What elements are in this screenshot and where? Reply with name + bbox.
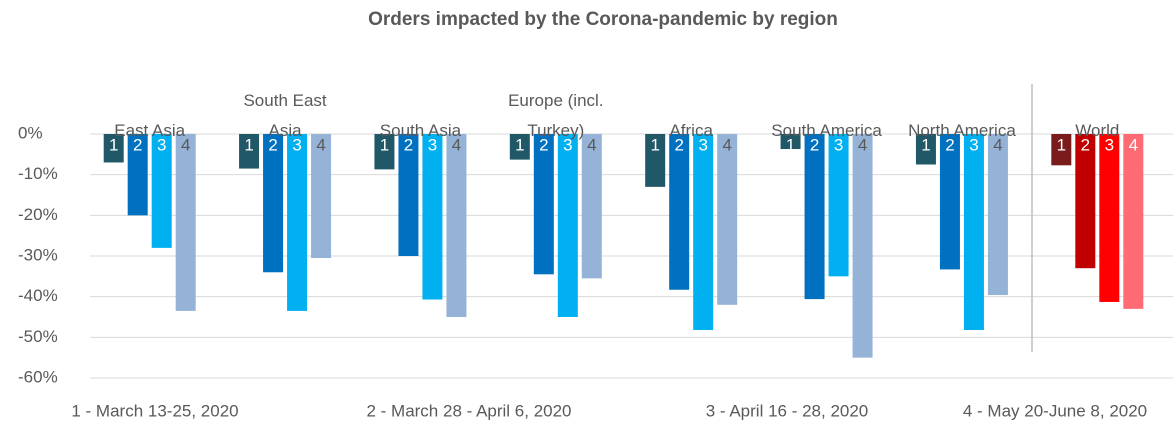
bar [1099,134,1120,302]
bar [446,134,467,317]
bar-label: 2 [404,135,413,154]
bar-label: 3 [428,135,437,154]
bar [398,134,419,256]
bar-label: 3 [834,135,843,154]
bar-label: 2 [945,135,954,154]
bar [1075,134,1096,269]
category-label: South America [771,121,882,140]
bar-label: 1 [380,135,389,154]
y-tick-label: -30% [18,245,58,264]
bar-label: 2 [268,135,277,154]
category-label: North America [908,121,1016,140]
bar-label: 2 [1081,135,1090,154]
bar [374,134,395,170]
category-label: Africa [669,121,713,140]
category-label: East Asia [114,121,186,140]
bar-label: 3 [1105,135,1114,154]
bar [239,134,260,169]
bar [175,134,196,311]
bar-label: 4 [452,135,461,154]
bar-label: 2 [133,135,142,154]
bar-label: 1 [515,135,524,154]
bar-label: 3 [698,135,707,154]
bar-label: 2 [539,135,548,154]
category-label: Europe (incl. Turkey) [508,91,604,140]
bar [963,134,984,331]
bar [717,134,738,305]
bar [804,134,825,300]
bar [263,134,284,273]
bar-label: 1 [109,135,118,154]
y-tick-label: -50% [18,327,58,346]
bar-label: 4 [722,135,731,154]
y-tick-label: -60% [18,367,58,386]
bar [1051,134,1072,166]
bar [780,134,801,150]
bar-label: 2 [810,135,819,154]
bar [939,134,960,270]
bar-label: 2 [674,135,683,154]
bar-label: 4 [316,135,325,154]
bar [645,134,666,187]
y-tick-label: 0% [18,123,43,142]
bar-label: 4 [858,135,867,154]
bar-label: 1 [1057,135,1066,154]
bar [287,134,308,311]
bar [1123,134,1144,309]
y-tick-label: -10% [18,164,58,183]
category-label: South Asia [379,121,462,140]
bar [103,134,124,163]
bar-label: 3 [969,135,978,154]
bar-label: 3 [292,135,301,154]
bar [509,134,530,160]
category-label: World [1075,121,1120,140]
bar-label: 1 [786,135,795,154]
bar-label: 4 [181,135,190,154]
bar [669,134,690,290]
bar [533,134,554,275]
bar [557,134,578,317]
bar-label: 3 [563,135,572,154]
bar-label: 1 [244,135,253,154]
bar [852,134,873,358]
bar [828,134,849,277]
y-tick-label: -40% [18,286,58,305]
bar-label: 4 [1129,135,1138,154]
legend-label: 3 - April 16 - 28, 2020 [706,401,869,420]
bar [127,134,148,216]
bar [693,134,714,331]
bar-label: 3 [157,135,166,154]
y-tick-label: -20% [18,205,58,224]
chart-title: Orders impacted by the Corona-pandemic b… [368,9,838,30]
legend-label: 1 - March 13-25, 2020 [71,401,238,420]
bar [915,134,936,165]
category-label: South East Asia [243,91,327,140]
bar [311,134,332,259]
bar-label: 1 [921,135,930,154]
bar [581,134,602,279]
bar [422,134,443,300]
bar-label: 4 [587,135,596,154]
legend-label: 4 - May 20-June 8, 2020 [963,401,1147,420]
legend-label: 2 - March 28 - April 6, 2020 [366,401,571,420]
bar-label: 1 [650,135,659,154]
bar-label: 4 [993,135,1002,154]
bar [987,134,1008,296]
bar [151,134,172,248]
